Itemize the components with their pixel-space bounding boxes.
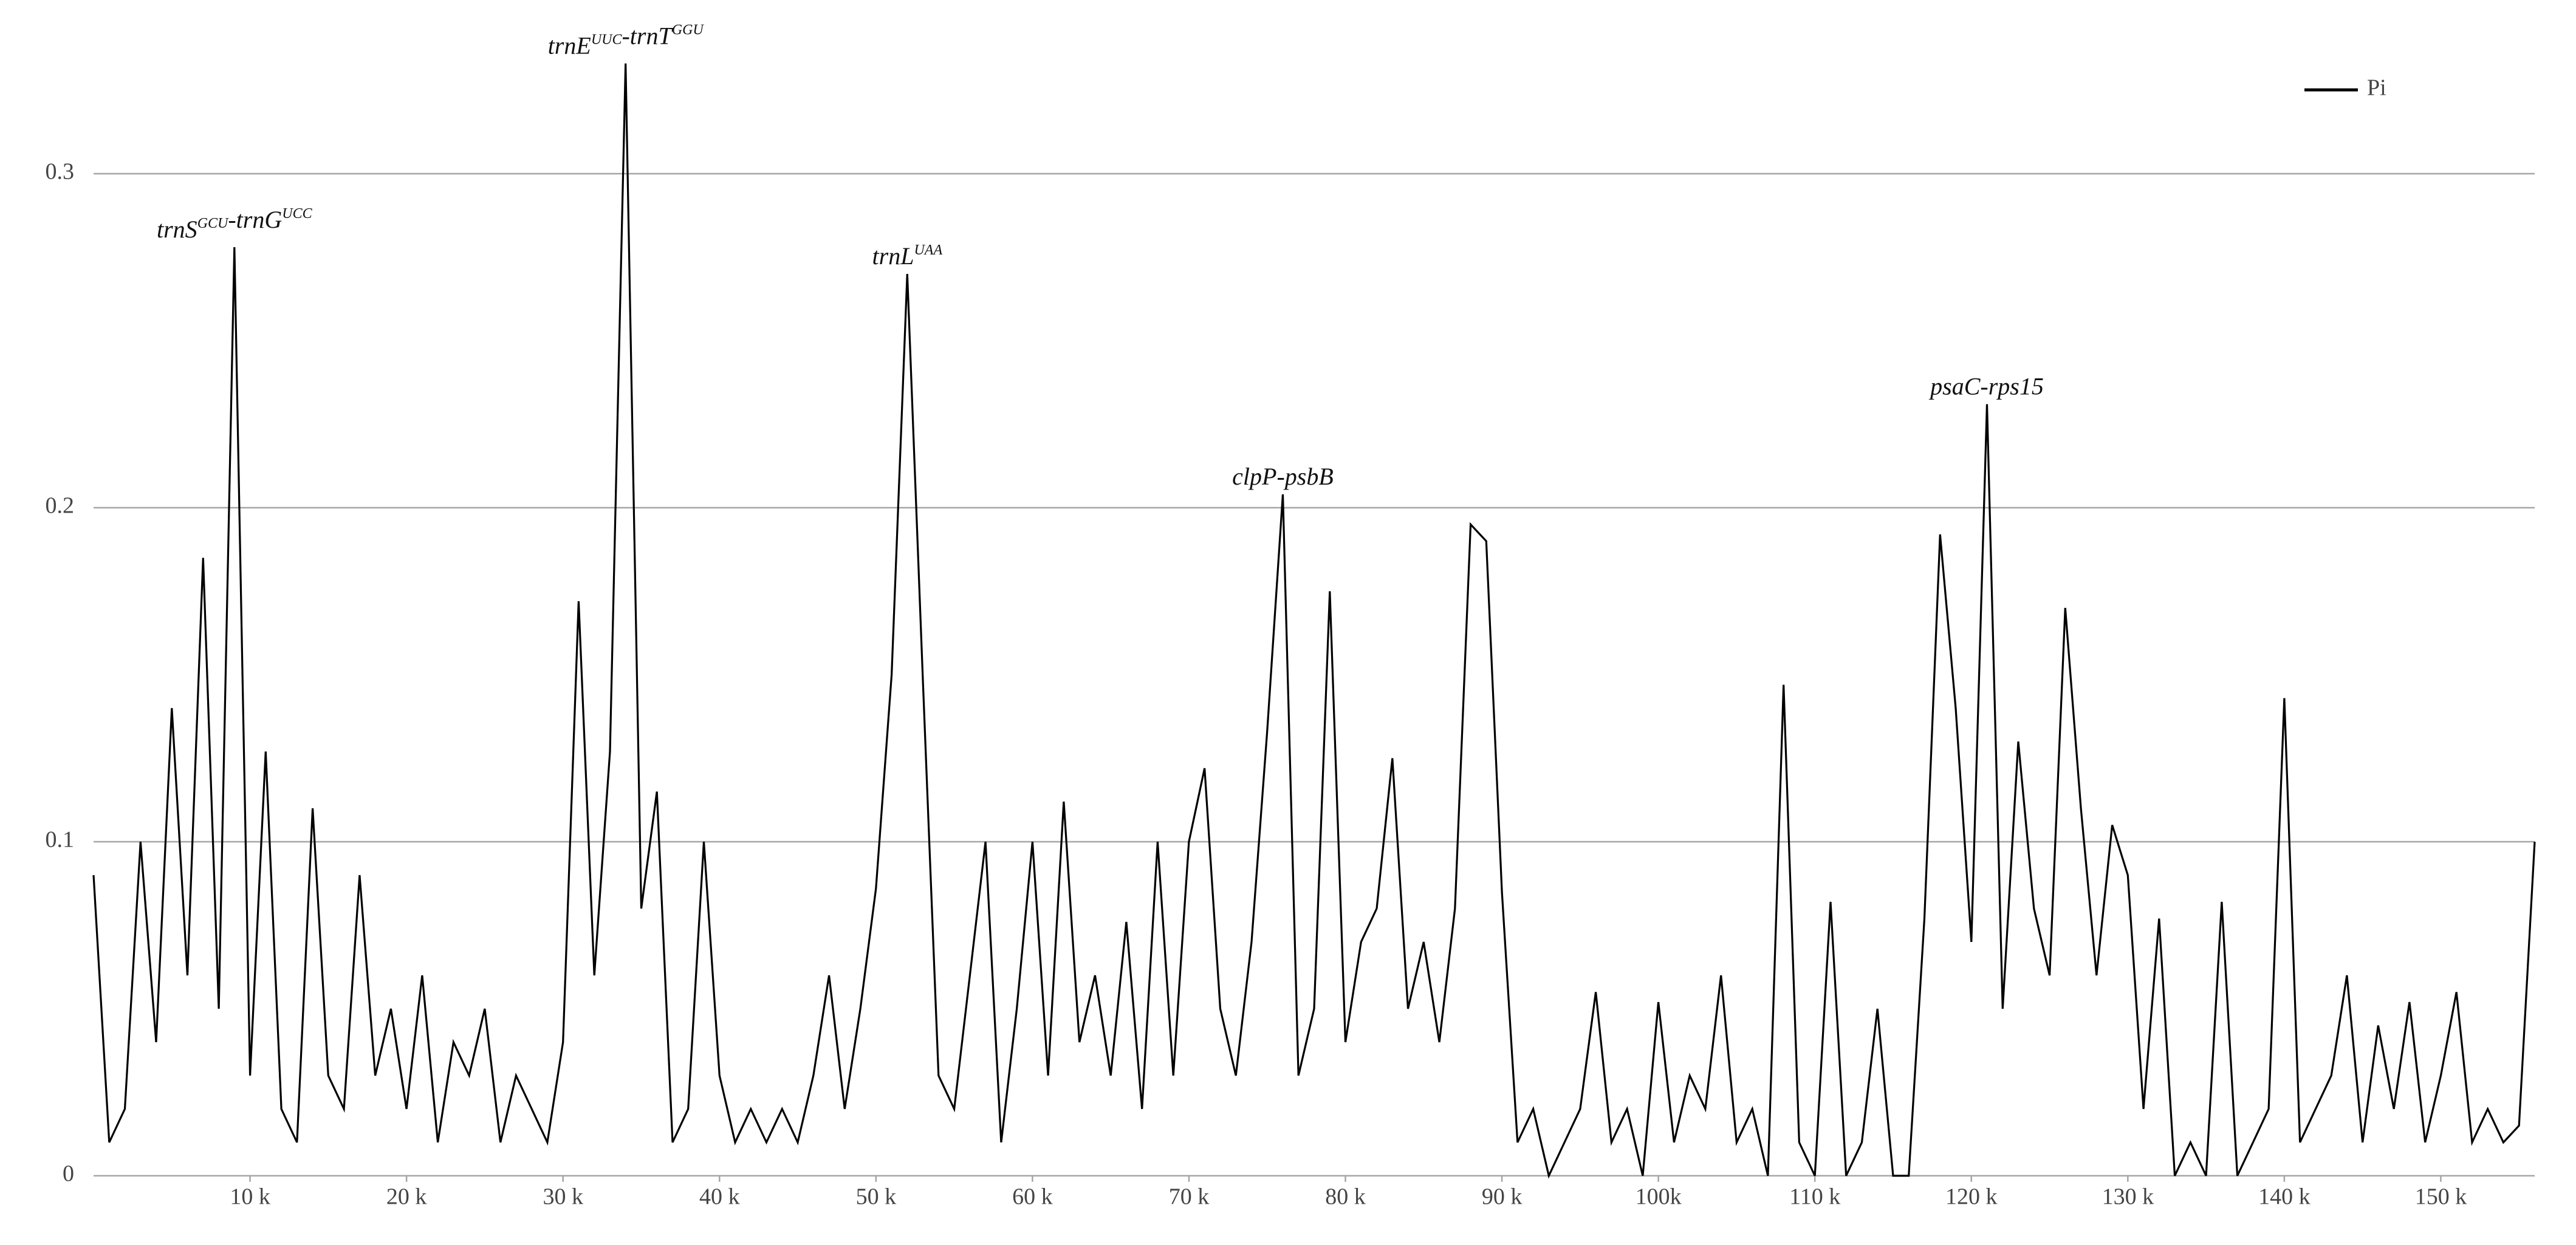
data-line	[92, 63, 2536, 1179]
x-tick-label: 20 k	[386, 1184, 427, 1210]
annotation-superscript: GCU	[197, 216, 229, 231]
y-tick-label: 0.3	[46, 159, 75, 185]
x-tick-label: 70 k	[1169, 1184, 1210, 1210]
annotation-text: trnS	[157, 216, 197, 243]
y-tick-label: 0	[63, 1161, 74, 1187]
annotation: trnSGCU-trnGUCC	[157, 206, 313, 243]
x-tick-label: 120 k	[1945, 1184, 1998, 1210]
annotation-superscript: UUC	[591, 32, 623, 48]
x-tick-label: 140 k	[2258, 1184, 2311, 1210]
annotation-superscript: UAA	[914, 242, 942, 258]
annotation: trnEUUC-trnTGGU	[548, 22, 705, 60]
x-tick-label: 30 k	[543, 1184, 583, 1210]
annotation-superscript: UCC	[282, 206, 312, 222]
annotation: clpP-psbB	[1232, 463, 1334, 490]
x-tick-label: 60 k	[1012, 1184, 1053, 1210]
x-tick-label: 110 k	[1789, 1184, 1840, 1210]
annotation: psaC-rps15	[1928, 373, 2044, 400]
x-tick-label: 150 k	[2415, 1184, 2467, 1210]
y-tick-label: 0.2	[46, 493, 75, 519]
annotation-text: -trnG	[228, 206, 282, 233]
annotation-text: trnE	[548, 32, 591, 60]
x-tick-label: 50 k	[856, 1184, 897, 1210]
x-tick-label: 40 k	[699, 1184, 740, 1210]
annotation-text: -trnT	[622, 22, 673, 50]
x-tick-label: 130 k	[2102, 1184, 2154, 1210]
annotation: trnLUAA	[872, 242, 943, 270]
legend-label: Pi	[2367, 75, 2386, 101]
x-tick-label: 10 k	[230, 1184, 270, 1210]
annotation-text: trnL	[872, 242, 914, 270]
y-tick-label: 0.1	[46, 827, 75, 853]
x-tick-label: 90 k	[1482, 1184, 1523, 1210]
x-tick-label: 100k	[1636, 1184, 1682, 1210]
annotation-text: clpP-psbB	[1232, 463, 1334, 490]
annotation-text: psaC-rps15	[1928, 373, 2044, 400]
x-tick-label: 80 k	[1325, 1184, 1366, 1210]
annotation-superscript: GGU	[672, 22, 705, 38]
